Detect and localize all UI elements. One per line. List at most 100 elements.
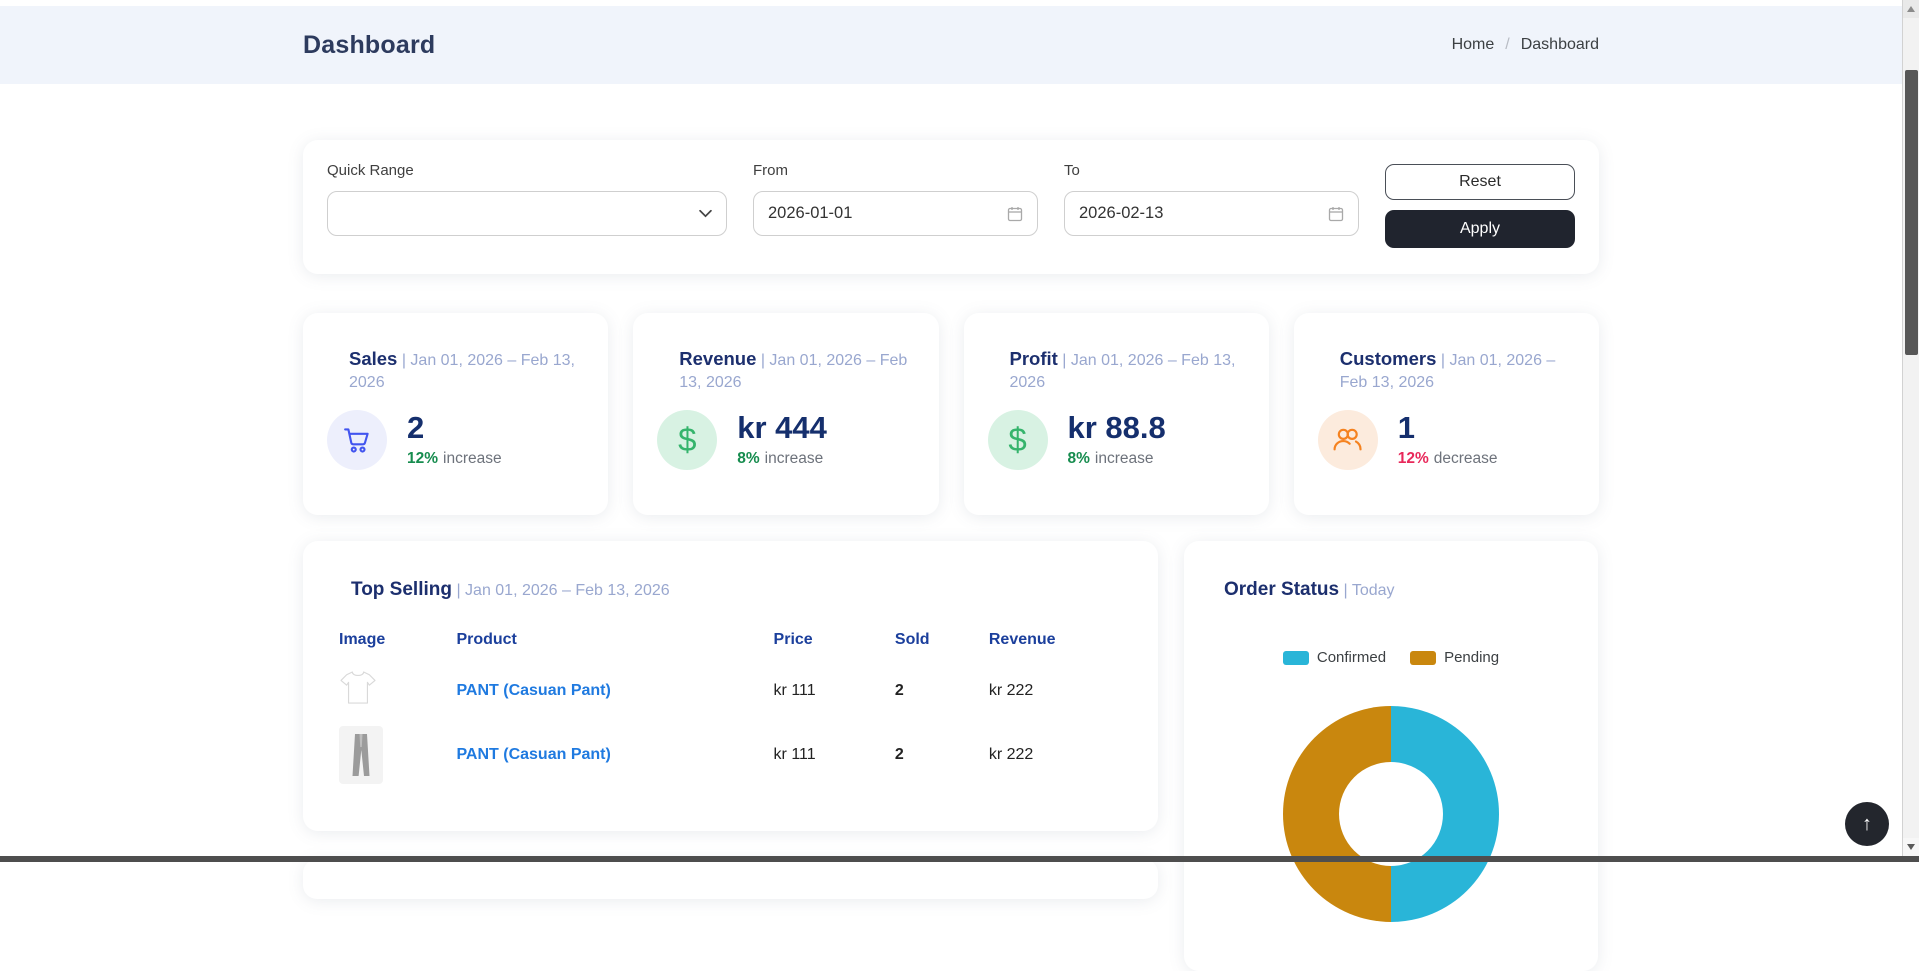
stat-change-text: increase [1094,450,1154,468]
page-header: Dashboard Home / Dashboard [0,6,1919,84]
stat-change: 8% increase [1068,450,1166,468]
revenue-cell: kr 222 [988,746,1034,763]
scrollbar-thumb[interactable] [1905,70,1918,355]
sold-cell: 2 [894,681,904,699]
quick-range-field: Quick Range [327,162,727,248]
stat-change-text: increase [443,450,502,468]
legend-item-confirmed[interactable]: Confirmed [1282,649,1387,666]
main-content: Quick Range From To [303,140,1599,971]
stat-change: 8% increase [737,450,827,468]
stat-card-revenue: Revenue | Jan 01, 2026 – Feb 13, 2026 $ … [633,313,939,515]
stat-card-customers: Customers | Jan 01, 2026 – Feb 13, 2026 … [1293,313,1599,515]
order-status-period: | Today [1343,582,1395,599]
top-strip [0,0,1919,6]
breadcrumb-current: Dashboard [1520,36,1599,53]
stat-card-profit: Profit | Jan 01, 2026 – Feb 13, 2026 $ k… [963,313,1269,515]
calendar-icon[interactable] [1007,206,1023,222]
cart-icon [327,409,387,470]
product-link[interactable]: PANT (Casuan Pant) [456,681,611,699]
stat-value: kr 88.8 [1067,410,1166,446]
scrollbar[interactable] [1902,0,1919,856]
top-selling-card: Top Selling | Jan 01, 2026 – Feb 13, 202… [303,541,1158,831]
stat-title: Sales [349,348,398,369]
reset-button[interactable]: Reset [1385,164,1575,200]
apply-button[interactable]: Apply [1385,210,1575,248]
from-field: From [753,162,1038,248]
stat-value: 1 [1397,410,1415,446]
from-label: From [753,162,788,179]
filter-card: Quick Range From To [303,140,1599,274]
to-label: To [1064,162,1080,179]
window-bottom-edge [0,856,1919,862]
table-row: PANT (Casuan Pant) kr 111 2 kr 222 [339,663,1122,718]
column-header-product: Product [456,631,517,648]
quick-range-label: Quick Range [327,162,414,179]
top-selling-period: | Jan 01, 2026 – Feb 13, 2026 [456,582,670,599]
legend-swatch-pending [1410,650,1437,665]
stat-period: | Jan 01, 2026 – Feb 13, 2026 [1009,352,1236,391]
scroll-top-button[interactable]: ↑ [1845,802,1889,846]
price-cell: kr 111 [773,746,816,763]
partial-card [303,859,1158,899]
stat-card-sales: Sales | Jan 01, 2026 – Feb 13, 2026 2 12… [303,313,609,515]
legend-label: Confirmed [1316,649,1387,666]
dollar-icon: $ [987,409,1048,470]
product-link[interactable]: PANT (Casuan Pant) [456,746,611,763]
stat-change-text: increase [764,450,824,468]
page-title: Dashboard [303,30,436,59]
breadcrumb-separator: / [1505,36,1510,53]
stat-period: | Jan 01, 2026 – Feb 13, 2026 [679,352,908,391]
from-date-input[interactable] [768,204,1007,223]
stat-title: Profit [1009,348,1058,369]
sold-cell: 2 [894,746,904,763]
stat-change-pct: 8% [737,450,760,468]
users-icon [1317,409,1378,470]
stat-change: 12% decrease [1398,450,1498,468]
dollar-icon: $ [657,409,718,470]
column-header-revenue: Revenue [988,631,1056,648]
chevron-down-icon [699,209,712,218]
legend-item-pending[interactable]: Pending [1410,649,1499,666]
order-status-title: Order Status [1224,579,1340,600]
stat-change-pct: 12% [1397,450,1429,468]
stat-change: 12% increase [407,450,502,468]
scrollbar-down-button[interactable] [1903,838,1919,856]
to-date-input[interactable] [1079,204,1328,223]
breadcrumb: Home / Dashboard [1452,36,1599,54]
calendar-icon[interactable] [1328,206,1344,222]
stat-value: 2 [407,410,425,446]
product-image-tshirt [339,671,377,709]
stat-change-text: decrease [1433,450,1498,468]
stat-change-pct: 12% [407,450,439,468]
table-row: PANT (Casuan Pant) kr 111 2 kr 222 [339,718,1122,792]
triangle-up-icon [1907,6,1915,12]
quick-range-select[interactable] [327,191,727,236]
revenue-cell: kr 222 [988,681,1034,699]
order-status-donut[interactable] [1283,706,1499,922]
stats-row: Sales | Jan 01, 2026 – Feb 13, 2026 2 12… [303,313,1599,515]
order-status-card: Order Status | Today Confirmed Pending [1184,541,1598,971]
column-header-sold: Sold [894,631,930,648]
stat-change-pct: 8% [1067,450,1090,468]
stat-title: Customers [1339,348,1437,369]
triangle-down-icon [1907,844,1915,850]
legend-swatch-confirmed [1282,650,1309,665]
filter-buttons: Reset Apply [1385,162,1575,248]
stat-title: Revenue [679,348,757,369]
chart-legend: Confirmed Pending [1212,649,1570,666]
arrow-up-icon: ↑ [1862,812,1872,835]
to-field: To [1064,162,1359,248]
product-table: Image Product Price Sold Revenue [339,625,1122,792]
column-header-price: Price [773,631,813,648]
stat-period: | Jan 01, 2026 – Feb 13, 2026 [349,352,575,391]
legend-label: Pending [1444,649,1500,666]
stat-value: kr 444 [737,410,827,446]
scrollbar-up-button[interactable] [1903,0,1919,18]
top-selling-title: Top Selling [351,579,452,600]
breadcrumb-home[interactable]: Home [1451,36,1495,53]
product-image-pants [339,726,383,784]
donut-hole [1339,762,1443,866]
price-cell: kr 111 [773,681,816,699]
column-header-image: Image [339,631,386,648]
stat-period: | Jan 01, 2026 – Feb 13, 2026 [1339,352,1556,391]
